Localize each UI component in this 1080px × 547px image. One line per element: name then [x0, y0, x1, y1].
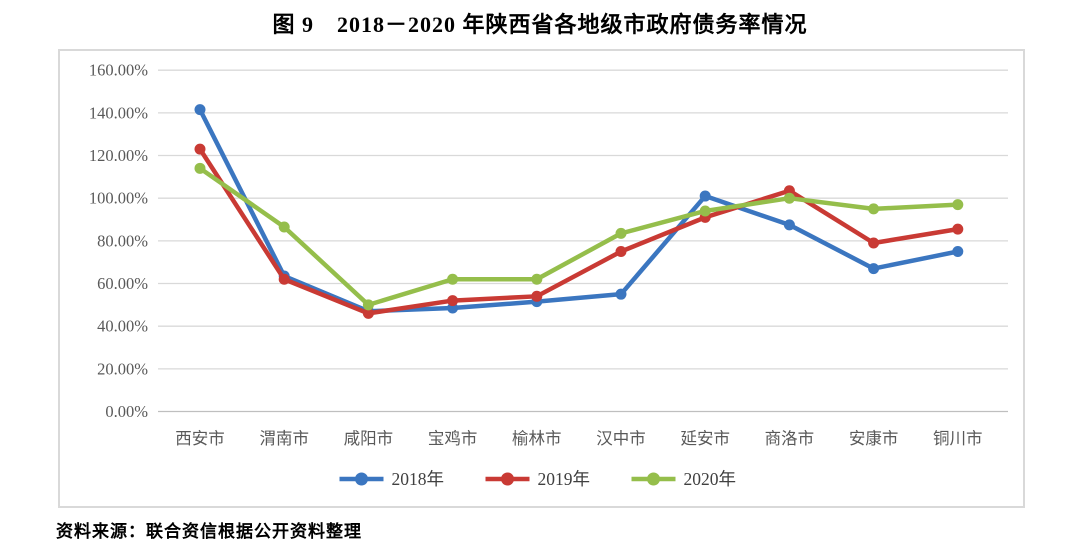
- data-point-marker: [868, 237, 880, 249]
- data-point-marker: [447, 295, 459, 307]
- data-point-marker: [783, 192, 795, 204]
- legend-label: 2019年: [538, 469, 591, 489]
- x-axis-category-label: 榆林市: [512, 429, 562, 448]
- data-point-marker: [952, 246, 964, 258]
- x-axis-category-label: 铜川市: [933, 429, 983, 448]
- y-axis-tick-label: 80.00%: [97, 231, 148, 250]
- legend-marker-dot: [647, 472, 660, 486]
- x-axis-category-label: 渭南市: [259, 429, 309, 448]
- chart-area: 0.00% 20.00% 40.00% 60.00% 80.00% 100.00% 120.…: [58, 49, 1025, 508]
- series-line-2019年: [197, 146, 961, 316]
- legend-label: 2018年: [392, 469, 445, 489]
- data-point-marker: [194, 104, 206, 116]
- y-axis-tick-label: 160.00%: [89, 61, 148, 80]
- data-point-marker: [615, 227, 627, 239]
- chart-title: 图 9 2018－2020 年陕西省各地级市政府债务率情况: [272, 12, 808, 37]
- data-point-marker: [868, 203, 880, 215]
- data-point-marker: [278, 221, 290, 233]
- data-point-marker: [194, 143, 206, 155]
- data-point-marker: [362, 299, 374, 311]
- x-axis-category-label: 延安市: [680, 429, 730, 448]
- data-point-marker: [531, 290, 543, 302]
- x-axis-category-label: 咸阳市: [344, 429, 394, 448]
- data-point-marker: [194, 162, 206, 174]
- y-axis-tick-label: 20.00%: [97, 359, 148, 378]
- series-line-2020年: [197, 166, 961, 308]
- data-point-marker: [783, 219, 795, 231]
- data-point-marker: [952, 199, 964, 211]
- x-axis-category-label: 汉中市: [596, 429, 646, 448]
- legend-marker-dot: [355, 472, 368, 486]
- x-axis-category-label: 商洛市: [765, 429, 815, 448]
- y-axis-tick-label: 60.00%: [97, 274, 148, 293]
- legend-item: 2018年: [339, 469, 445, 489]
- x-axis-category-label: 西安市: [175, 429, 225, 448]
- y-axis-tick-label: 100.00%: [89, 189, 148, 208]
- source-note: 资料来源：联合资信根据公开资料整理: [56, 522, 362, 541]
- legend-label: 2020年: [684, 469, 737, 489]
- data-point-marker: [531, 273, 543, 285]
- line-chart: 0.00% 20.00% 40.00% 60.00% 80.00% 100.00% 120.…: [89, 61, 1008, 489]
- y-axis-tick-label: 40.00%: [97, 317, 148, 336]
- legend-item: 2019年: [485, 469, 591, 489]
- legend-marker-dot: [501, 472, 514, 486]
- data-point-marker: [447, 273, 459, 285]
- data-point-marker: [952, 223, 964, 235]
- x-axis-category-label: 宝鸡市: [428, 429, 478, 448]
- data-point-marker: [278, 273, 290, 285]
- y-axis-tick-label: 140.00%: [89, 103, 148, 122]
- data-point-marker: [699, 205, 711, 217]
- y-axis-tick-label: 120.00%: [89, 146, 148, 165]
- data-point-marker: [699, 190, 711, 202]
- legend-item: 2020年: [631, 469, 737, 489]
- x-axis-category-label: 安康市: [849, 429, 899, 448]
- data-point-marker: [868, 263, 880, 275]
- data-point-marker: [615, 288, 627, 300]
- series-line-2018年: [197, 107, 961, 314]
- y-axis-tick-label: 0.00%: [105, 402, 148, 421]
- data-point-marker: [615, 246, 627, 258]
- data-point-marker: [362, 307, 374, 319]
